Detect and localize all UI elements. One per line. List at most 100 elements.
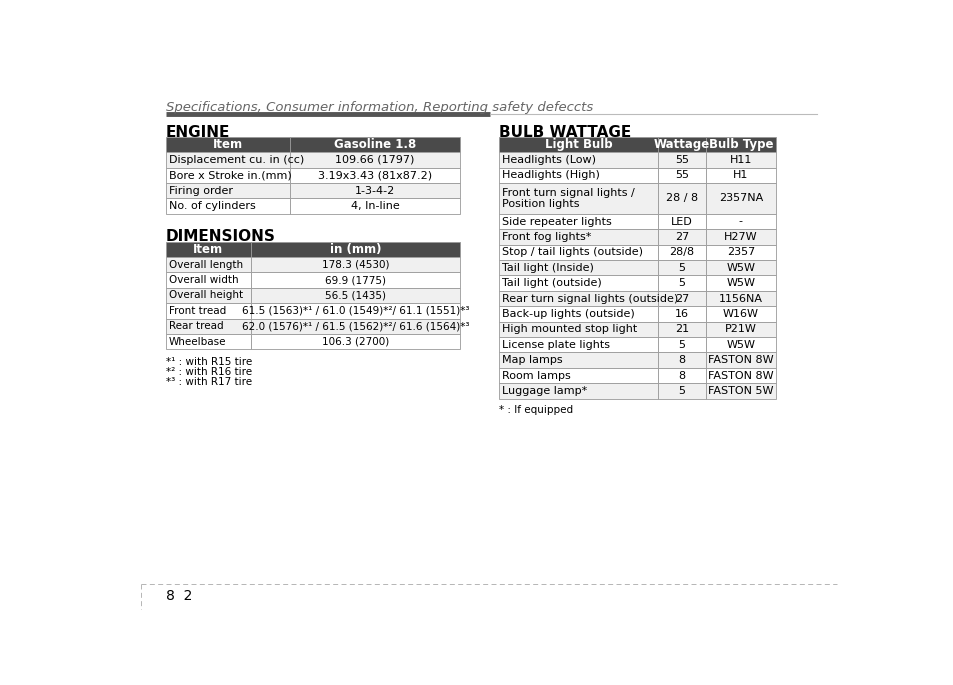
Bar	[658, 353, 705, 368]
Text: Front tread: Front tread	[169, 306, 226, 316]
Text: Rear tread: Rear tread	[169, 321, 223, 332]
Bar	[166, 168, 290, 183]
Text: Wattage: Wattage	[653, 138, 709, 151]
Bar	[705, 337, 775, 353]
Bar	[251, 257, 459, 273]
Text: -: -	[738, 216, 742, 227]
Text: Headlights (High): Headlights (High)	[501, 171, 599, 180]
Bar	[658, 260, 705, 275]
Bar	[498, 322, 658, 337]
Bar	[658, 337, 705, 353]
Bar	[498, 260, 658, 275]
Text: Bore x Stroke in.(mm): Bore x Stroke in.(mm)	[169, 171, 292, 180]
Text: Front fog lights*: Front fog lights*	[501, 232, 591, 242]
Text: 5: 5	[678, 340, 684, 350]
Text: Tail light (Inside): Tail light (Inside)	[501, 263, 594, 273]
Bar	[498, 137, 658, 152]
Bar	[498, 214, 658, 229]
Bar	[498, 306, 658, 322]
Text: Front turn signal lights /
Position lights: Front turn signal lights / Position ligh…	[501, 188, 634, 210]
Bar	[705, 291, 775, 306]
Text: Wheelbase: Wheelbase	[169, 337, 226, 347]
Bar	[498, 384, 658, 399]
Text: 28/8: 28/8	[669, 247, 694, 258]
Bar	[498, 275, 658, 291]
Text: P21W: P21W	[724, 325, 756, 334]
Bar	[166, 199, 290, 214]
Bar	[290, 168, 459, 183]
Text: 21: 21	[674, 325, 688, 334]
Text: Overall height: Overall height	[169, 290, 243, 301]
Bar	[658, 291, 705, 306]
Bar	[658, 322, 705, 337]
Text: BULB WATTAGE: BULB WATTAGE	[498, 125, 631, 140]
Text: 1-3-4-2: 1-3-4-2	[355, 186, 395, 196]
Text: 3.19x3.43 (81x87.2): 3.19x3.43 (81x87.2)	[317, 171, 432, 180]
Bar	[658, 168, 705, 183]
Text: 5: 5	[678, 278, 684, 288]
Bar	[658, 137, 705, 152]
Text: Stop / tail lights (outside): Stop / tail lights (outside)	[501, 247, 642, 258]
Text: 27: 27	[674, 294, 688, 303]
Bar	[498, 353, 658, 368]
Bar	[166, 183, 290, 199]
Bar	[658, 152, 705, 168]
Bar	[166, 257, 251, 273]
Bar	[166, 319, 251, 334]
Bar	[166, 288, 251, 303]
Text: High mounted stop light: High mounted stop light	[501, 325, 637, 334]
Text: *² : with R16 tire: *² : with R16 tire	[166, 367, 252, 377]
Text: Luggage lamp*: Luggage lamp*	[501, 386, 587, 396]
Text: 106.3 (2700): 106.3 (2700)	[322, 337, 389, 347]
Text: 62.0 (1576)*¹ / 61.5 (1562)*²/ 61.6 (1564)*³: 62.0 (1576)*¹ / 61.5 (1562)*²/ 61.6 (156…	[242, 321, 469, 332]
Text: Light Bulb: Light Bulb	[544, 138, 612, 151]
Bar	[658, 306, 705, 322]
Text: Overall width: Overall width	[169, 275, 238, 285]
Bar	[705, 260, 775, 275]
Bar	[705, 384, 775, 399]
Bar	[166, 303, 251, 319]
Text: FASTON 8W: FASTON 8W	[707, 355, 773, 365]
Bar	[658, 368, 705, 384]
Bar	[705, 214, 775, 229]
Bar	[658, 384, 705, 399]
Text: 2357: 2357	[726, 247, 754, 258]
Text: W5W: W5W	[725, 340, 755, 350]
Bar	[498, 152, 658, 168]
Text: W5W: W5W	[725, 278, 755, 288]
Text: Room lamps: Room lamps	[501, 371, 570, 381]
Text: Rear turn signal lights (outside): Rear turn signal lights (outside)	[501, 294, 678, 303]
Text: DIMENSIONS: DIMENSIONS	[166, 229, 275, 245]
Bar	[498, 368, 658, 384]
Text: 2357NA: 2357NA	[718, 193, 762, 203]
Bar	[290, 183, 459, 199]
Bar	[498, 168, 658, 183]
Bar	[166, 242, 251, 257]
Bar	[498, 183, 658, 214]
Text: 109.66 (1797): 109.66 (1797)	[335, 155, 415, 165]
Text: Item: Item	[193, 242, 223, 256]
Text: 69.9 (1775): 69.9 (1775)	[325, 275, 386, 285]
Text: LED: LED	[670, 216, 692, 227]
Bar	[498, 245, 658, 260]
Bar	[705, 245, 775, 260]
Text: * : If equipped: * : If equipped	[498, 405, 573, 415]
Text: Bulb Type: Bulb Type	[708, 138, 772, 151]
Bar	[705, 368, 775, 384]
Bar	[705, 152, 775, 168]
Text: 8: 8	[678, 371, 685, 381]
Text: 16: 16	[674, 309, 688, 319]
Text: 28 / 8: 28 / 8	[665, 193, 698, 203]
Text: H11: H11	[729, 155, 751, 165]
Text: No. of cylinders: No. of cylinders	[169, 201, 255, 211]
Text: Side repeater lights: Side repeater lights	[501, 216, 611, 227]
Text: 8  2: 8 2	[166, 589, 192, 603]
Bar	[251, 288, 459, 303]
Bar	[705, 306, 775, 322]
Text: Specifications, Consumer information, Reporting safety defeccts: Specifications, Consumer information, Re…	[166, 101, 593, 114]
Text: License plate lights: License plate lights	[501, 340, 610, 350]
Bar	[166, 334, 251, 349]
Text: Headlights (Low): Headlights (Low)	[501, 155, 596, 165]
Bar	[290, 199, 459, 214]
Bar	[251, 273, 459, 288]
